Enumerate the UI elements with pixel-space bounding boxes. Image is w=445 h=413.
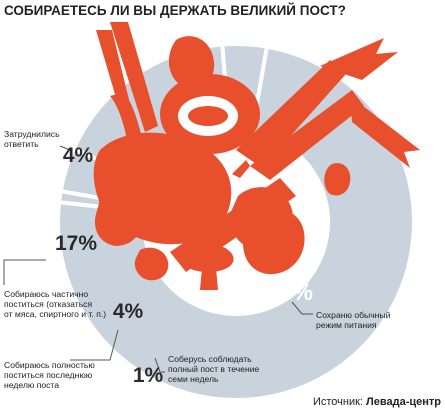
carrot-mid-shape — [110, 22, 158, 132]
mushroom-stem-shape — [200, 268, 218, 290]
leader-line — [154, 357, 165, 373]
leek-stalks-2-shape — [250, 90, 364, 180]
annotation-line: неделю поста — [4, 380, 59, 390]
annotation-line: поститься (отказаться — [4, 299, 92, 309]
vegetables-illustration — [93, 22, 420, 290]
slice-percent-label: 4% — [113, 300, 144, 323]
leader-line — [59, 145, 71, 151]
annotation-line: поститься последнюю — [4, 370, 93, 380]
slice-annotation: Сохраню обычный режим питания — [316, 310, 391, 330]
leek-leaves-shape — [320, 38, 398, 80]
slice-annotation: Затруднились ответить — [4, 129, 60, 149]
leek-leaves-2-shape — [350, 96, 420, 168]
slice-percent-label: 4% — [63, 144, 94, 167]
slice-annotation: Соберусь соблюдать полный пост в течение с… — [168, 354, 260, 384]
slice-percent-label: 74% — [267, 279, 313, 305]
annotation-labels: Сохраню обычный режим питания Соберусь соб… — [4, 129, 391, 390]
annotation-line: полный пост в течение — [168, 364, 260, 374]
leader-lines — [3, 145, 313, 373]
leader-line — [291, 301, 313, 315]
slice-percent-label: 1% — [133, 364, 164, 387]
leader-line — [3, 259, 46, 285]
mushroom-cap-shape — [184, 244, 234, 272]
bell-pepper-shape — [243, 208, 305, 275]
annotation-line: семи недель — [168, 374, 219, 384]
slice-percent-label: 17% — [55, 232, 97, 255]
source-line: Источник: Левада-центр — [313, 396, 441, 408]
small-root-shape — [134, 247, 169, 281]
annotation-line: ответить — [4, 139, 39, 149]
leader-line — [70, 329, 119, 361]
annotation-line: Сохраню обычный — [316, 310, 391, 320]
annotation-line: от мяса, спиртного и т. п.) — [4, 309, 106, 319]
annotation-line: Затруднились — [4, 129, 60, 139]
chart-title: СОБИРАЕТЕСЬ ЛИ ВЫ ДЕРЖАТЬ ВЕЛИКИЙ ПОСТ? — [4, 3, 346, 18]
percent-labels: 74% 1% 4% 17% 4% — [55, 144, 313, 387]
slice-annotation: Собираюсь частично поститься (отказаться о… — [4, 289, 106, 319]
annotation-line: Собираюсь полностью — [4, 360, 95, 370]
source-name: Левада-центр — [366, 396, 441, 408]
slice-center-shape — [188, 106, 228, 126]
slice-annotation: Собираюсь полностью поститься последнюю не… — [4, 360, 95, 390]
source-label: Источник: — [313, 396, 363, 408]
annotation-line: режим питания — [316, 320, 377, 330]
sprig-shape — [232, 160, 250, 178]
annotation-line: Собираюсь частично — [4, 289, 88, 299]
leek-stalks-shape — [236, 60, 346, 168]
pepper-shape — [94, 194, 142, 246]
annotation-line: Соберусь соблюдать — [168, 354, 252, 364]
radish-shape — [324, 163, 351, 196]
